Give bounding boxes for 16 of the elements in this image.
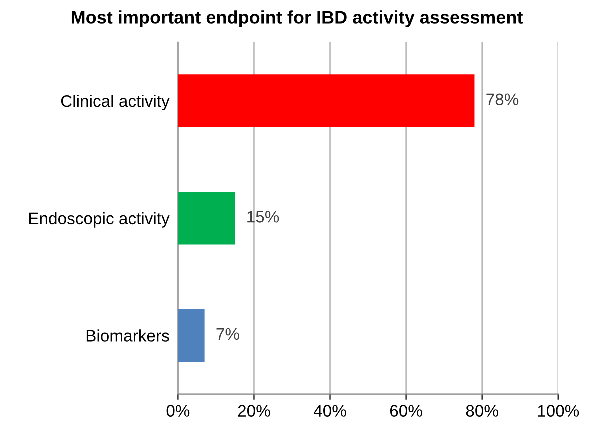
x-tick-label: 100%: [538, 405, 580, 417]
data-label: 7%: [216, 328, 240, 340]
bar: [178, 192, 236, 245]
x-tick-label: 60%: [390, 405, 422, 417]
y-tick-label: Clinical activity: [61, 95, 170, 111]
chart-title: Most important endpoint for IBD activity assessment: [72, 10, 524, 28]
data-label: 78%: [486, 94, 519, 106]
y-tick-label: Endoscopic activity: [30, 212, 170, 228]
bar: [178, 74, 475, 128]
data-label: 15%: [248, 211, 280, 223]
x-tick-label: 80%: [466, 405, 498, 417]
x-tick-label: 0%: [166, 405, 190, 417]
x-tick-label: 20%: [238, 405, 270, 417]
x-tick-label: 40%: [314, 405, 346, 417]
bar: [178, 309, 205, 362]
y-tick-label: Biomarkers: [86, 330, 170, 342]
